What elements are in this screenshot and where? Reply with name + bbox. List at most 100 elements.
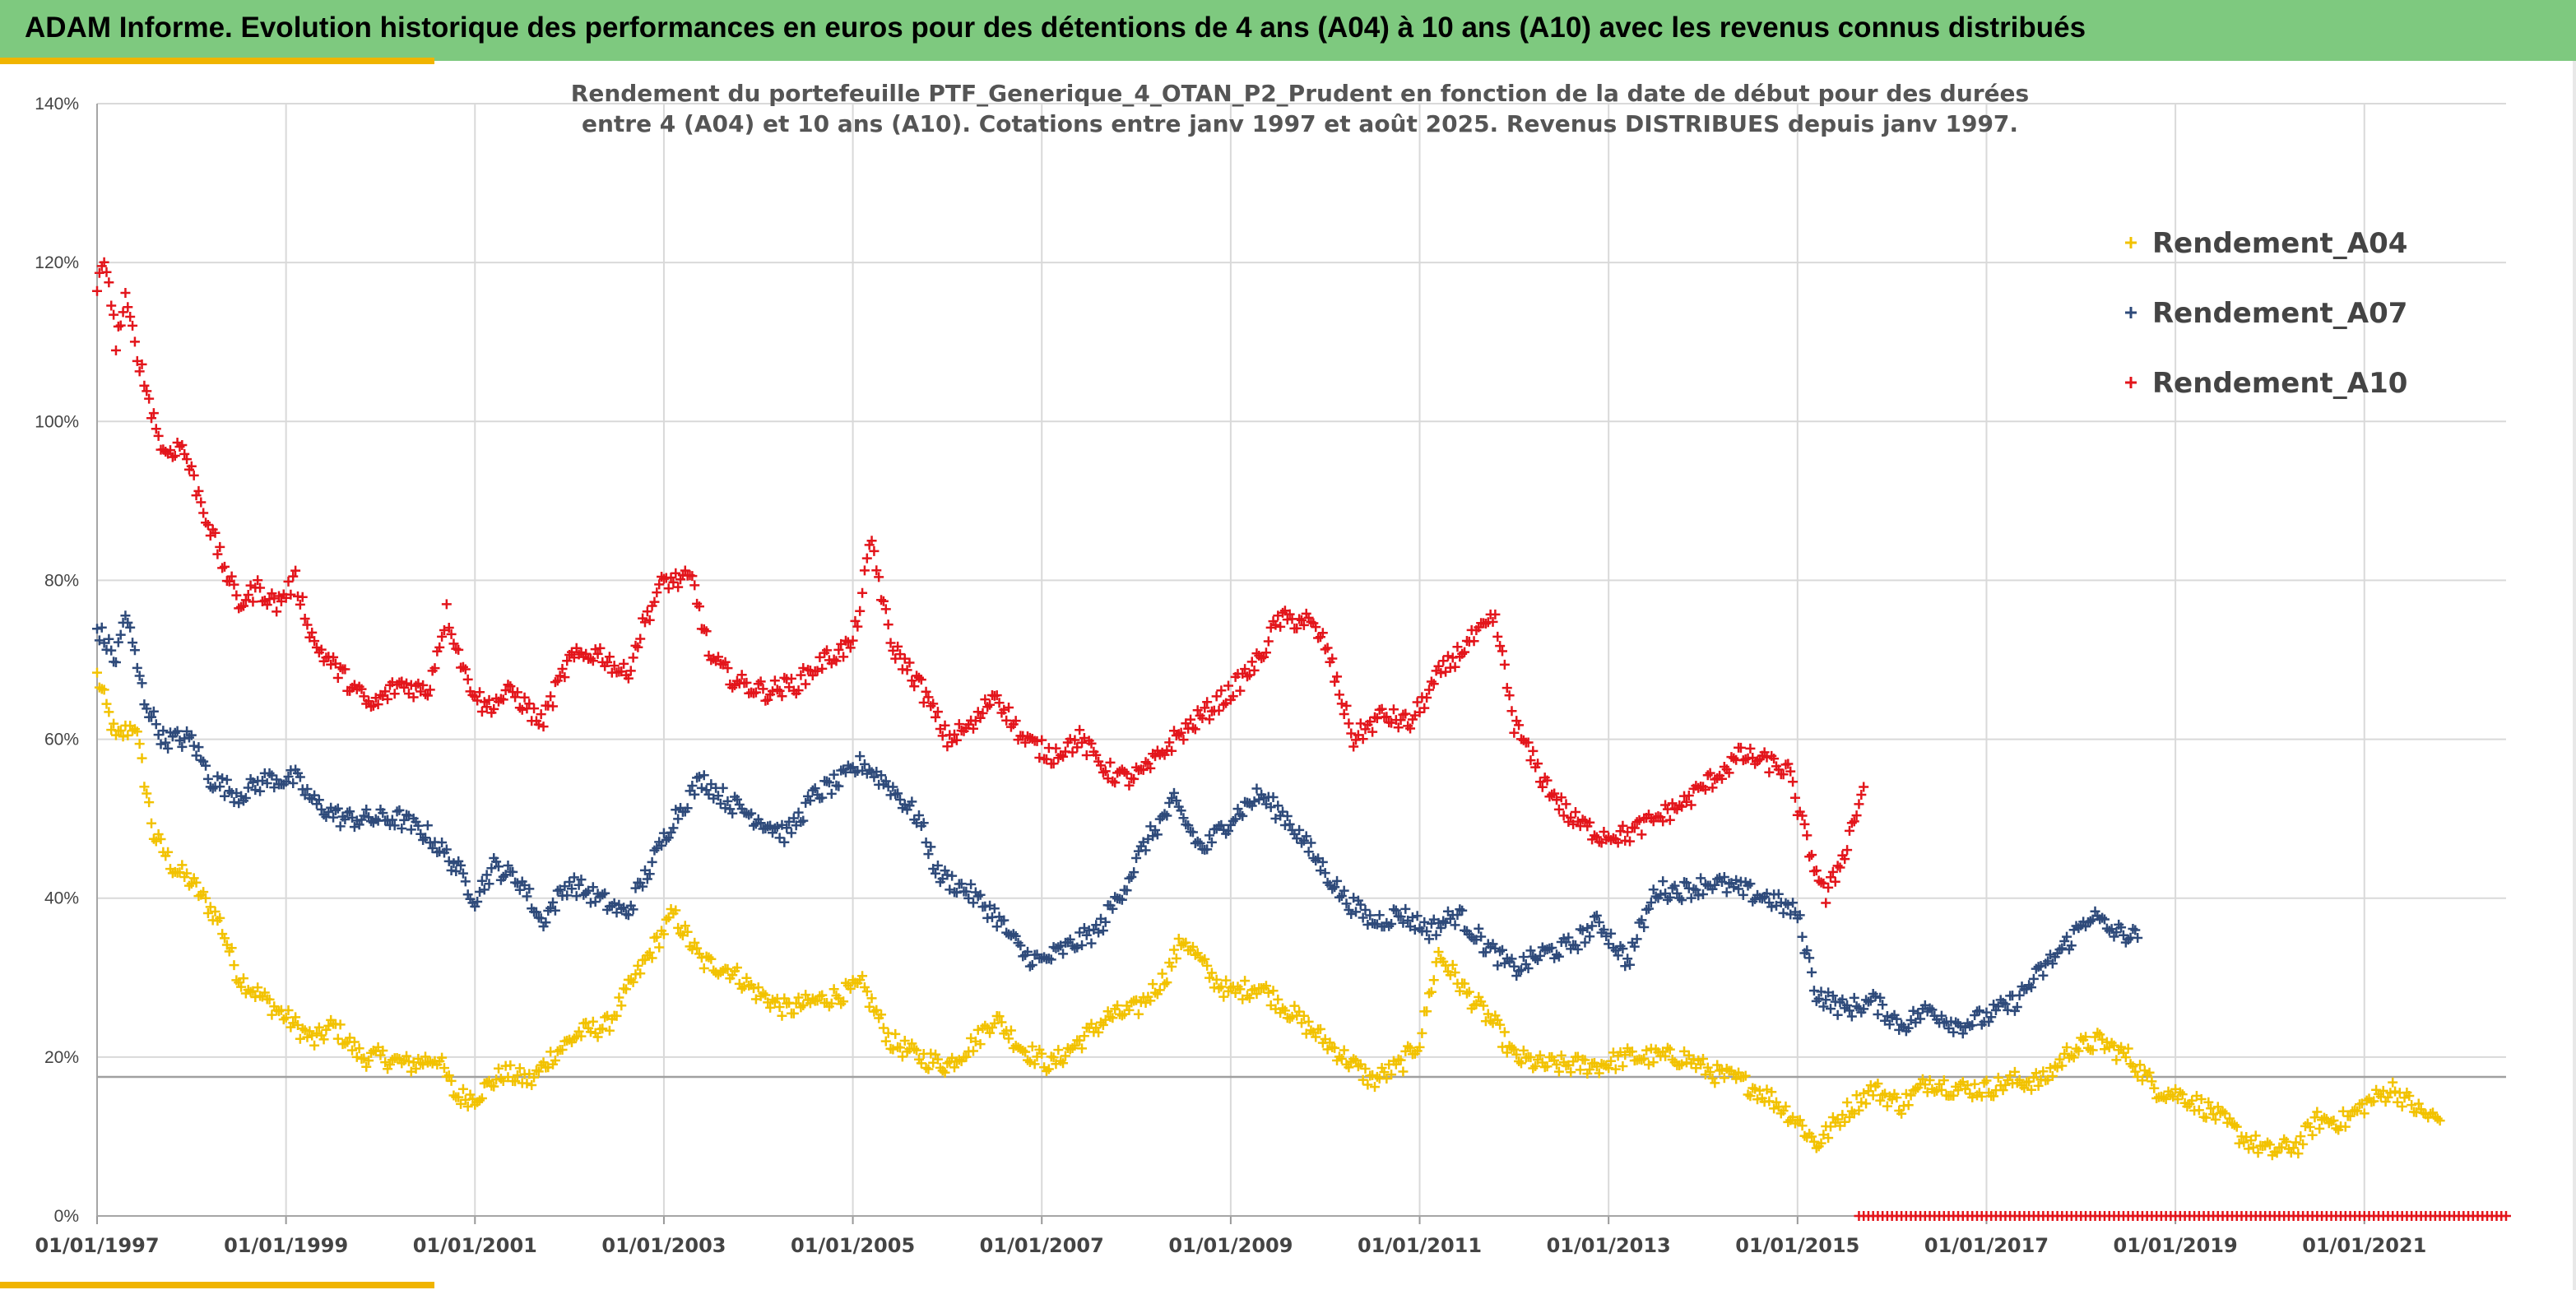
point-rendement-a07 — [1891, 1014, 1902, 1024]
point-rendement-a10 — [654, 579, 665, 590]
point-rendement-a04 — [1606, 1056, 1617, 1066]
point-rendement-a07 — [1116, 894, 1127, 905]
point-rendement-a04 — [2239, 1137, 2249, 1148]
point-rendement-a10 — [869, 545, 880, 556]
point-rendement-a07 — [1506, 954, 1517, 964]
point-rendement-a04 — [146, 818, 157, 828]
point-rendement-a07 — [1875, 992, 1886, 1003]
point-rendement-a07 — [1745, 879, 1756, 889]
point-rendement-a04 — [888, 1044, 898, 1055]
point-rendement-a10 — [418, 680, 429, 690]
point-rendement-a07 — [956, 879, 967, 889]
point-rendement-a07 — [1159, 809, 1170, 819]
point-rendement-a07 — [1450, 920, 1460, 930]
point-rendement-a04 — [1369, 1082, 1380, 1093]
point-rendement-a07 — [1320, 868, 1330, 879]
point-rendement-a10 — [845, 643, 856, 653]
point-rendement-a10 — [1488, 616, 1498, 627]
point-rendement-a04 — [1854, 1105, 1864, 1116]
point-rendement-a07 — [1913, 1008, 1924, 1019]
point-rendement-a07 — [893, 788, 903, 799]
point-rendement-a10 — [1729, 753, 1739, 763]
point-rendement-a04 — [652, 931, 662, 942]
point-rendement-a07 — [316, 804, 327, 814]
point-rendement-a10 — [118, 307, 128, 318]
point-rendement-a04 — [788, 1008, 799, 1019]
point-rendement-a04 — [437, 1052, 448, 1063]
point-rendement-a04 — [505, 1060, 516, 1070]
point-rendement-a07 — [855, 751, 866, 762]
point-rendement-a04 — [2076, 1032, 2086, 1043]
point-rendement-a10 — [968, 723, 978, 734]
point-rendement-a07 — [689, 789, 700, 800]
point-rendement-a07 — [661, 834, 671, 845]
point-rendement-a07 — [642, 874, 652, 884]
point-rendement-a04 — [1556, 1050, 1566, 1060]
point-rendement-a04 — [2057, 1060, 2068, 1071]
point-rendement-a10 — [720, 657, 731, 667]
point-rendement-a07 — [587, 882, 598, 893]
point-rendement-a10 — [1735, 742, 1746, 753]
point-rendement-a07 — [1301, 831, 1311, 842]
x-tick-label: 01/01/2009 — [1168, 1234, 1293, 1257]
point-rendement-a07 — [2097, 912, 2108, 923]
point-rendement-a07 — [1542, 944, 1553, 955]
point-rendement-a10 — [847, 635, 858, 646]
point-rendement-a10 — [476, 707, 487, 717]
point-rendement-a07 — [1734, 884, 1744, 894]
point-rendement-a07 — [1058, 949, 1069, 959]
point-rendement-a04 — [2272, 1148, 2282, 1158]
point-rendement-a07 — [262, 778, 272, 789]
point-rendement-a07 — [2028, 973, 2039, 984]
point-rendement-a04 — [139, 782, 150, 792]
point-rendement-a10 — [188, 470, 199, 480]
point-rendement-a07 — [576, 875, 587, 885]
point-rendement-a07 — [1265, 802, 1276, 813]
point-rendement-a04 — [2073, 1046, 2084, 1056]
point-rendement-a07 — [1846, 1011, 1857, 1022]
point-rendement-a04 — [1200, 954, 1210, 964]
point-rendement-a07 — [123, 617, 133, 628]
point-rendement-a10 — [297, 592, 308, 602]
point-rendement-a10 — [1070, 735, 1080, 745]
point-rendement-a10 — [1558, 810, 1569, 821]
point-rendement-a04 — [2413, 1098, 2424, 1109]
point-rendement-a04 — [1298, 1010, 1309, 1021]
point-rendement-a04 — [1424, 988, 1435, 999]
point-rendement-a04 — [2359, 1108, 2369, 1119]
point-rendement-a07 — [1334, 892, 1344, 903]
point-rendement-a07 — [1365, 910, 1376, 921]
point-rendement-a07 — [1731, 875, 1742, 885]
point-rendement-a04 — [2392, 1097, 2402, 1107]
point-rendement-a10 — [1358, 734, 1368, 745]
point-rendement-a10 — [1051, 743, 1061, 754]
point-rendement-a04 — [1367, 1070, 1378, 1080]
point-rendement-a04 — [1098, 1019, 1108, 1030]
point-rendement-a04 — [1648, 1057, 1659, 1068]
point-rendement-a10 — [977, 708, 988, 718]
point-rendement-a07 — [183, 732, 194, 743]
point-rendement-a04 — [1924, 1074, 1935, 1085]
point-rendement-a04 — [1816, 1138, 1826, 1148]
point-rendement-a04 — [2095, 1029, 2105, 1040]
point-rendement-a04 — [779, 993, 790, 1004]
point-rendement-a04 — [347, 1045, 358, 1056]
point-rendement-a07 — [2118, 930, 2128, 940]
point-rendement-a10 — [1846, 818, 1857, 828]
point-rendement-a10 — [1499, 659, 1510, 670]
point-rendement-a04 — [2031, 1068, 2041, 1079]
point-rendement-a10 — [380, 686, 391, 697]
point-rendement-a07 — [309, 790, 320, 800]
point-rendement-a04 — [2295, 1131, 2306, 1142]
point-rendement-a07 — [1091, 920, 1102, 930]
point-rendement-a07 — [712, 791, 723, 801]
point-rendement-a04 — [2120, 1052, 2131, 1063]
point-rendement-a04 — [1740, 1070, 1751, 1081]
point-rendement-a07 — [793, 807, 804, 818]
point-rendement-a04 — [418, 1060, 429, 1070]
point-rendement-a04 — [2128, 1061, 2138, 1072]
point-rendement-a07 — [1499, 958, 1510, 968]
point-rendement-a04 — [932, 1054, 943, 1065]
point-rendement-a07 — [1202, 844, 1213, 855]
point-rendement-a10 — [1376, 703, 1387, 714]
